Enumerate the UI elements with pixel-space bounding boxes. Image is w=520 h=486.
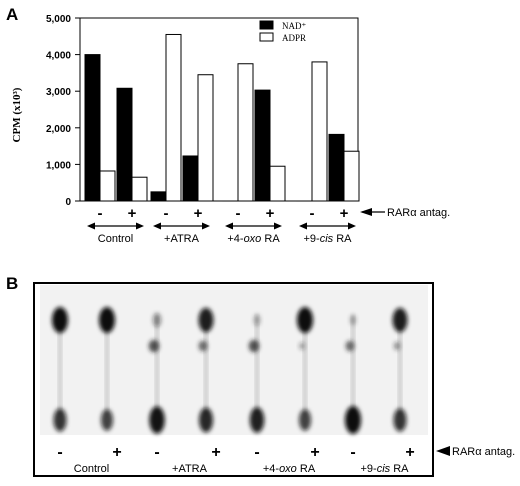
arrow-right-icon — [136, 223, 144, 230]
arrow-right-icon — [348, 223, 356, 230]
antagonist-sign: + — [112, 444, 121, 461]
tlc-spot-upper — [99, 307, 115, 333]
group-label: +4-oxo RA — [227, 233, 280, 245]
arrow-right-icon — [274, 223, 282, 230]
tlc-spot-origin — [394, 408, 407, 431]
panel-a-group-labels: Control +ATRA +4-oxo RA +9-cis RA — [98, 233, 352, 245]
panel-b-label: B — [6, 274, 18, 293]
y-tick-label: 3,000 — [46, 87, 71, 98]
y-tick-label: 4,000 — [46, 51, 71, 62]
group-label: +ATRA — [172, 463, 208, 475]
bar-adpr — [198, 75, 213, 201]
y-tick-label: 5,000 — [46, 14, 71, 25]
tlc-spot-upper — [52, 307, 68, 333]
legend-swatch-nad — [260, 21, 273, 29]
tlc-spot-upper — [153, 313, 162, 327]
bar-series — [85, 34, 359, 201]
legend-label-adpr: ADPR — [282, 33, 306, 43]
group-label: +ATRA — [164, 233, 200, 245]
tlc-spot-origin — [299, 409, 311, 431]
bar-nad — [255, 90, 270, 201]
panel-a-group-arrows — [87, 223, 356, 230]
tlc-streak — [156, 315, 159, 415]
tlc-spot-origin — [345, 406, 361, 434]
bar-nad — [151, 192, 166, 201]
tlc-spot-origin — [250, 407, 265, 433]
tlc-spot-middle — [149, 340, 159, 352]
triangle-left-icon — [436, 446, 450, 456]
legend-label-nad: NAD⁺ — [282, 21, 306, 31]
panel-a-label: A — [6, 5, 18, 24]
y-axis-label: CPM (x10³) — [11, 87, 23, 142]
group-label: Control — [98, 233, 133, 245]
bar-nad — [329, 134, 344, 201]
antagonist-sign: + — [340, 205, 349, 222]
antagonist-sign: - — [350, 444, 355, 461]
antagonist-sign: + — [211, 444, 220, 461]
tlc-spot-upper — [199, 308, 214, 332]
tlc-spot-upper — [254, 314, 261, 326]
panel-a-sign-row: - + - + - + - + — [98, 205, 349, 222]
arrow-left-icon — [360, 208, 372, 216]
tlc-spot-origin — [199, 408, 213, 433]
tlc-spot-origin — [149, 406, 165, 433]
antagonist-sign: - — [310, 205, 315, 222]
tlc-spot-middle — [199, 341, 208, 352]
arrow-left-icon — [225, 223, 233, 230]
bar-adpr — [100, 171, 115, 201]
antagonist-sign: + — [266, 205, 275, 222]
antagonist-sign: + — [310, 444, 319, 461]
bar-adpr — [312, 62, 327, 201]
bar-adpr — [132, 177, 147, 201]
y-tick-label: 2,000 — [46, 124, 71, 135]
antagonist-sign: - — [254, 444, 259, 461]
legend-swatch-adpr — [260, 33, 273, 41]
y-tick-label: 0 — [65, 197, 71, 208]
bar-adpr — [238, 64, 253, 201]
y-tick-label: 1,000 — [46, 160, 71, 171]
antagonist-sign: - — [236, 205, 241, 222]
arrow-left-icon — [153, 223, 161, 230]
tlc-plate — [40, 285, 428, 435]
bar-nad — [183, 156, 198, 201]
antagonist-sign: - — [164, 205, 169, 222]
antagonist-sign: + — [128, 205, 137, 222]
antagonist-sign: - — [57, 444, 62, 461]
group-label: +9-cis RA — [360, 463, 409, 475]
group-label: Control — [74, 463, 109, 475]
tlc-spot-middle — [346, 341, 355, 352]
panel-a-antagonist-pointer: RARα antag. — [360, 207, 450, 219]
antagonist-sign: + — [405, 444, 414, 461]
panel-a-antagonist-label: RARα antag. — [387, 207, 450, 219]
antagonist-sign: - — [98, 205, 103, 222]
tlc-streak — [352, 315, 355, 415]
antagonist-sign: - — [154, 444, 159, 461]
bar-adpr — [344, 151, 359, 201]
tlc-spot-middle — [394, 342, 400, 350]
bar-nad — [117, 88, 132, 201]
tlc-spot-upper — [350, 315, 357, 326]
tlc-spot-origin — [101, 409, 113, 431]
antagonist-sign: + — [194, 205, 203, 222]
tlc-spot-origin — [54, 408, 67, 431]
arrow-left-icon — [299, 223, 307, 230]
bar-nad — [85, 55, 100, 201]
arrow-left-icon — [87, 223, 95, 230]
bar-adpr — [270, 166, 285, 201]
tlc-spot-upper — [393, 308, 408, 332]
legend: NAD⁺ ADPR — [260, 21, 306, 43]
arrow-right-icon — [202, 223, 210, 230]
panel-b-antagonist-label: RARα antag. — [452, 446, 515, 458]
panel-b-antagonist-pointer: RARα antag. — [436, 446, 515, 458]
bar-adpr — [166, 34, 181, 201]
y-axis: 0 1,000 2,000 3,000 4,000 5,000 — [46, 14, 80, 208]
group-label: +9-cis RA — [303, 233, 352, 245]
tlc-streak — [256, 315, 259, 415]
tlc-spot-middle — [249, 340, 259, 352]
group-label: +4-oxo RA — [263, 463, 316, 475]
tlc-spot-upper — [297, 307, 313, 333]
tlc-spot-middle — [299, 342, 305, 350]
